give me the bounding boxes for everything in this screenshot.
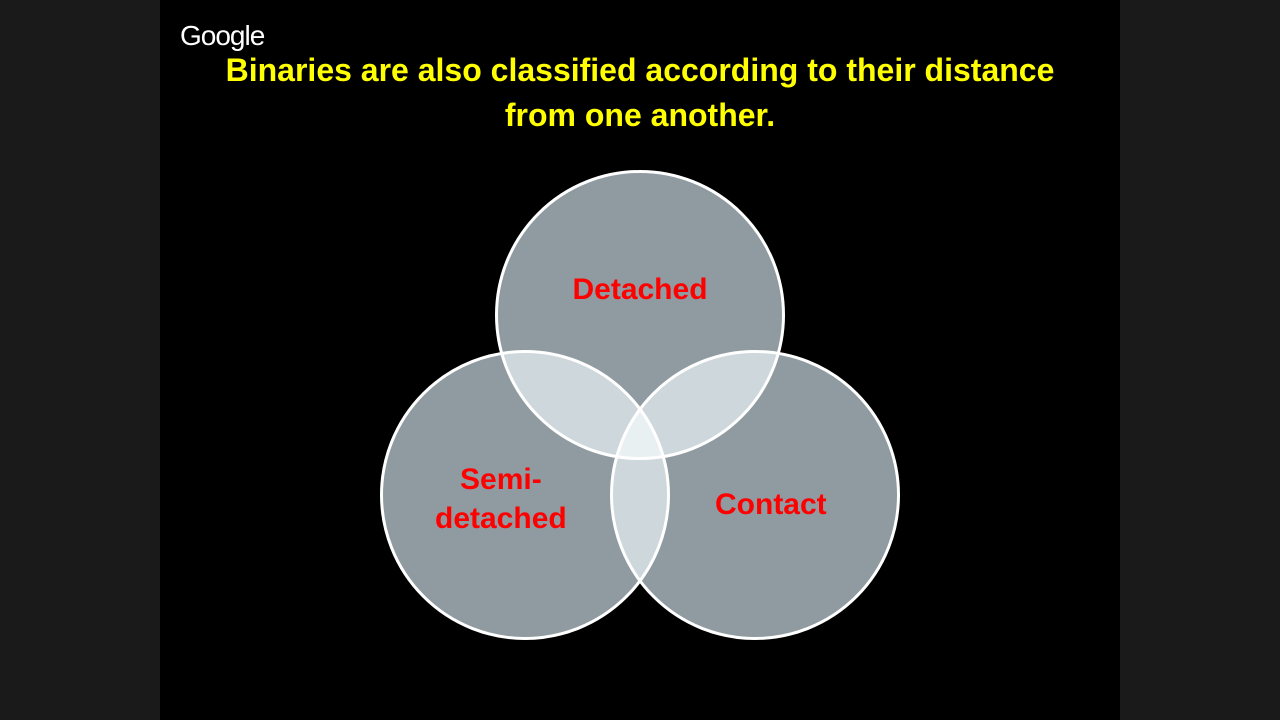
- venn-label-detached: Detached: [572, 270, 707, 309]
- slide-content: Google Binaries are also classified acco…: [160, 0, 1120, 720]
- venn-label-contact: Contact: [715, 485, 827, 524]
- left-letterbox: [0, 0, 160, 720]
- right-letterbox: [1120, 0, 1280, 720]
- slide-title: Binaries are also classified according t…: [160, 48, 1120, 138]
- venn-label-semi-detached: Semi-detached: [435, 460, 567, 538]
- venn-diagram: Detached Semi-detached Contact: [380, 155, 900, 665]
